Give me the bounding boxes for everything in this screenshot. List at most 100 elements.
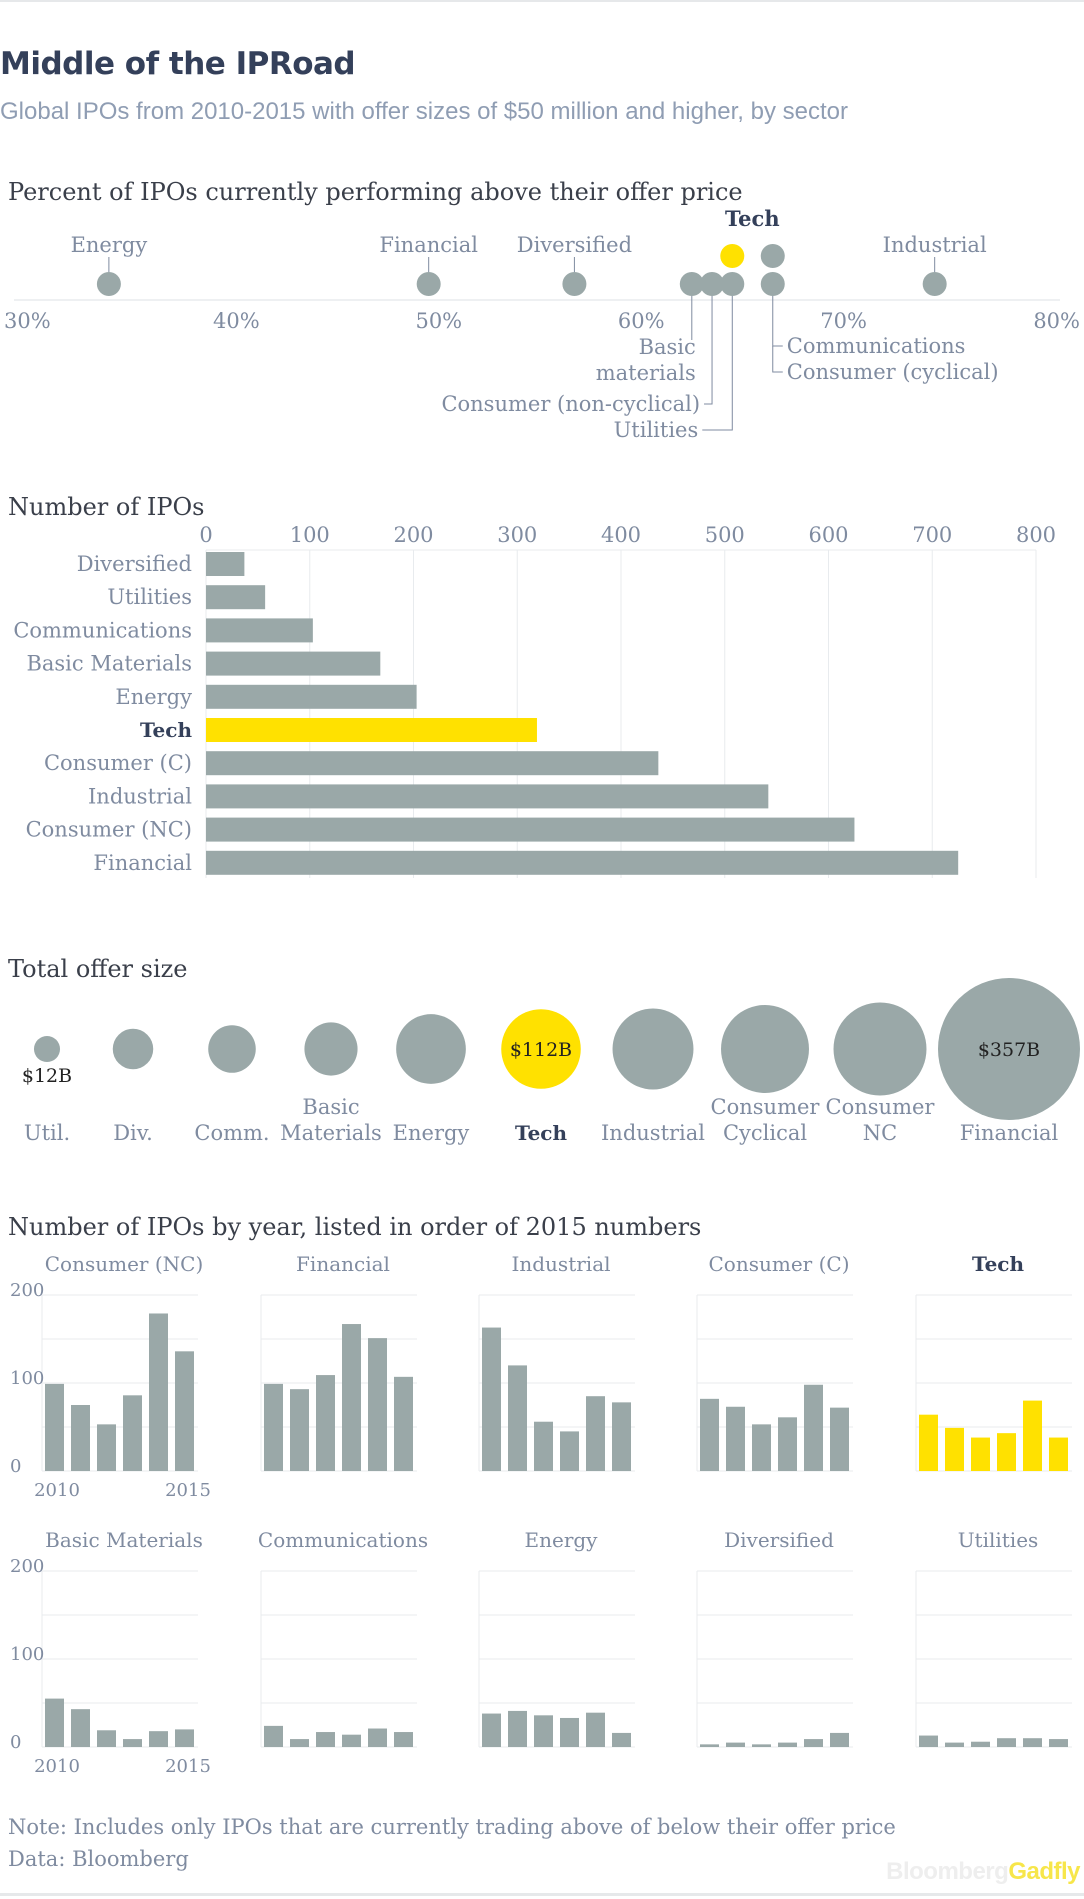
- dot-communications: [760, 244, 785, 268]
- hbar-x-tick-label: 700: [912, 523, 952, 547]
- dot-x-tick-label: 40%: [213, 309, 260, 333]
- hbar-utilities: [206, 585, 266, 610]
- hbar-x-tick-label: 0: [199, 523, 212, 547]
- bubble-value-label: $357B: [978, 1039, 1040, 1061]
- hbar-label-consumer-nc: Consumer (NC): [26, 818, 192, 842]
- bubble-label-consumer-nc: Consumer: [826, 1095, 936, 1119]
- annot-utilities: Utilities: [614, 418, 699, 442]
- dot-utilities: [720, 272, 745, 296]
- small-multiples-title: Number of IPOs by year, listed in order …: [8, 1213, 702, 1241]
- multiple-bar-consumer-nc: [97, 1424, 116, 1471]
- bubble-label-tech: Tech: [515, 1121, 567, 1145]
- bubble-label-energy: Energy: [393, 1121, 470, 1145]
- dot-chart-title: Percent of IPOs currently performing abo…: [8, 178, 743, 206]
- multiple-title-consumer-nc: Consumer (NC): [45, 1252, 204, 1276]
- annot-leader-line: [772, 296, 783, 347]
- multiple-bar-basic-materials: [149, 1731, 168, 1747]
- hbar-x-tick-label: 200: [393, 523, 433, 547]
- page-title: Middle of the IPRoad: [0, 46, 356, 82]
- dot-x-tick-label: 80%: [1033, 309, 1080, 333]
- multiple-bar-communications: [368, 1728, 387, 1747]
- multiple-bar-communications: [316, 1732, 335, 1747]
- multiple-bar-basic-materials: [123, 1739, 142, 1747]
- multiple-bar-tech: [945, 1427, 964, 1471]
- bubble-util: [33, 1035, 61, 1063]
- annot-basic-materials-line2: materials: [596, 361, 696, 385]
- bubble-consumer-cyclical: [721, 1005, 809, 1093]
- multiple-bar-basic-materials: [45, 1698, 64, 1747]
- brand-logo: BloombergGadfly: [886, 1858, 1080, 1886]
- multiple-bar-tech: [971, 1437, 990, 1471]
- bottom-divider: [0, 1893, 1084, 1896]
- multiple-bar-industrial: [586, 1396, 605, 1471]
- annot-communications: Communications: [787, 334, 966, 358]
- bubble-div: [112, 1028, 154, 1070]
- ipos-by-year-chart: Consumer (NC) 0 100 200 2010 2015 Financial Ind…: [10, 1252, 1072, 1777]
- multiple-bar-consumer-nc: [71, 1405, 90, 1471]
- hbar-x-tick-label: 100: [290, 523, 330, 547]
- hbar-label-tech: Tech: [140, 718, 192, 742]
- bubble-value-label: $112B: [510, 1039, 572, 1061]
- multiple-bar-tech: [1023, 1400, 1042, 1471]
- multiple-bar-utilities: [1023, 1738, 1042, 1747]
- multiple-y-tick-label: 200: [10, 1280, 44, 1301]
- multiple-x-tick-label: 2010: [34, 1480, 80, 1501]
- hbar-label-financial: Financial: [93, 851, 192, 875]
- multiple-bar-energy: [586, 1712, 605, 1747]
- multiple-bar-utilities: [971, 1741, 990, 1747]
- hbar-consumer-c: [206, 751, 659, 776]
- multiple-x-tick-label: 2015: [165, 1756, 211, 1777]
- multiple-bar-energy: [482, 1713, 501, 1747]
- multiple-bar-tech: [1049, 1437, 1068, 1471]
- dot-consumer-non-cyclical: [700, 272, 725, 296]
- multiple-title-consumer-c: Consumer (C): [709, 1252, 850, 1276]
- number-of-ipos-chart: 0 100 200 300 400 500 600 700 800 Diversified Util…: [13, 523, 1056, 878]
- multiple-title-energy: Energy: [525, 1528, 599, 1552]
- multiple-bar-consumer-c: [830, 1407, 849, 1471]
- multiple-bar-consumer-c: [726, 1406, 745, 1471]
- annot-consumer-noncyclical: Consumer (non-cyclical): [441, 392, 700, 416]
- hbar-label-diversified: Diversified: [77, 552, 192, 576]
- bubble-label-financial: Financial: [960, 1121, 1059, 1145]
- bubble-label-comm: Comm.: [194, 1121, 269, 1145]
- hbar-x-tick-label: 600: [808, 523, 848, 547]
- dot-label-tech: Tech: [725, 206, 780, 231]
- bubble-energy: [396, 1014, 466, 1084]
- multiple-bar-energy: [560, 1717, 579, 1747]
- multiple-title-industrial: Industrial: [511, 1252, 610, 1276]
- annot-basic-materials-line1: Basic: [639, 335, 696, 359]
- multiple-bar-consumer-nc: [123, 1395, 142, 1471]
- hbar-financial: [206, 850, 959, 875]
- multiple-bar-consumer-c: [752, 1424, 771, 1471]
- bubble-label-basic-materials: Basic: [302, 1095, 359, 1119]
- multiple-bar-energy: [612, 1732, 631, 1747]
- bubble-industrial: [612, 1008, 694, 1090]
- hbar-label-basic-materials: Basic Materials: [26, 652, 192, 676]
- bubble-basic-materials: [304, 1022, 358, 1076]
- multiple-title-diversified: Diversified: [724, 1528, 834, 1552]
- multiple-bar-industrial: [612, 1402, 631, 1471]
- multiple-bar-tech: [919, 1414, 938, 1471]
- percent-above-offer-chart: 30% 40% 50% 60% 70% 80% Energy Financial Diversi…: [4, 206, 1080, 442]
- multiple-bar-diversified: [830, 1732, 849, 1747]
- hbar-label-consumer-c: Consumer (C): [44, 751, 192, 775]
- multiple-title-financial: Financial: [296, 1252, 390, 1276]
- multiple-bar-industrial: [508, 1365, 527, 1471]
- dot-financial: [416, 272, 441, 296]
- multiple-x-tick-label: 2015: [165, 1480, 211, 1501]
- multiple-bar-communications: [342, 1734, 361, 1747]
- hbar-x-tick-label: 300: [497, 523, 537, 547]
- annot-leader-line: [702, 296, 733, 431]
- hbar-label-energy: Energy: [115, 685, 192, 709]
- bubble-comm: [208, 1025, 256, 1073]
- hbar-x-tick-label: 800: [1016, 523, 1056, 547]
- page-subtitle: Global IPOs from 2010-2015 with offer si…: [0, 98, 849, 125]
- dot-x-tick-label: 50%: [415, 309, 462, 333]
- bubble-label-consumer-nc: NC: [863, 1121, 897, 1145]
- bubble-tech: [501, 1009, 581, 1089]
- hbar-x-tick-label: 500: [705, 523, 745, 547]
- data-source: Data: Bloomberg: [8, 1847, 189, 1871]
- dot-label-diversified: Diversified: [517, 233, 632, 257]
- dot-x-tick-label: 30%: [4, 309, 51, 333]
